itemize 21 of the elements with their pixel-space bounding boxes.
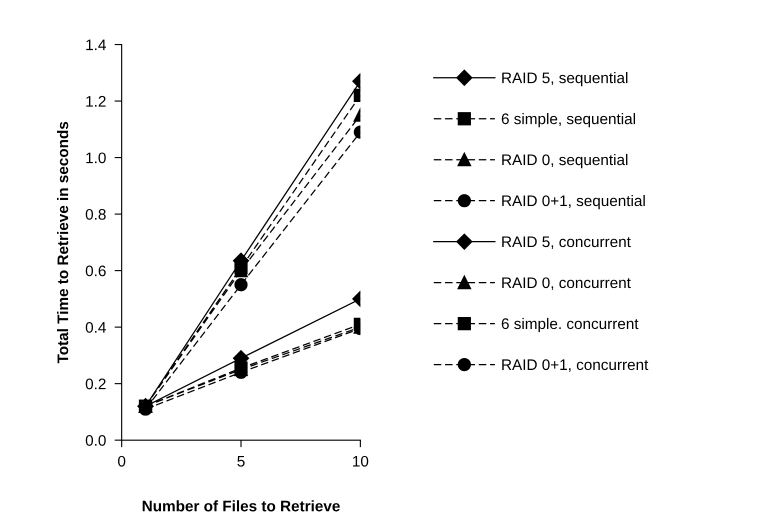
y-tick-label: 0.8 xyxy=(86,208,106,220)
legend-label: RAID 0, sequential xyxy=(502,154,628,168)
legend-label: RAID 0, concurrent xyxy=(502,277,631,290)
x-tick-label: 10 xyxy=(353,456,368,467)
y-tick-label: 0.6 xyxy=(86,265,106,276)
legend-label: RAID 0+1, concurrent xyxy=(502,359,648,372)
legend-label: RAID 5, sequential xyxy=(502,72,628,86)
x-tick-label: 5 xyxy=(237,456,245,467)
x-axis-title: Number of Files to Retrieve xyxy=(142,500,340,512)
y-tick-label: 1.0 xyxy=(86,152,106,164)
y-tick-label: 1.2 xyxy=(86,96,106,107)
y-axis-title: Total Time to Retrieve in seconds xyxy=(57,122,68,364)
legend-label: RAID 0+1, sequential xyxy=(502,194,645,210)
y-tick-label: 0.0 xyxy=(86,435,106,446)
legend-label: 6 simple, sequential xyxy=(502,113,636,128)
legend-label: RAID 5, concurrent xyxy=(502,236,631,249)
y-tick-label: 0.4 xyxy=(86,322,106,333)
x-tick-label: 0 xyxy=(118,456,126,467)
y-tick-label: 1.4 xyxy=(86,40,106,50)
y-tick-label: 0.2 xyxy=(86,378,106,390)
legend-label: 6 simple. concurrent xyxy=(502,318,638,332)
